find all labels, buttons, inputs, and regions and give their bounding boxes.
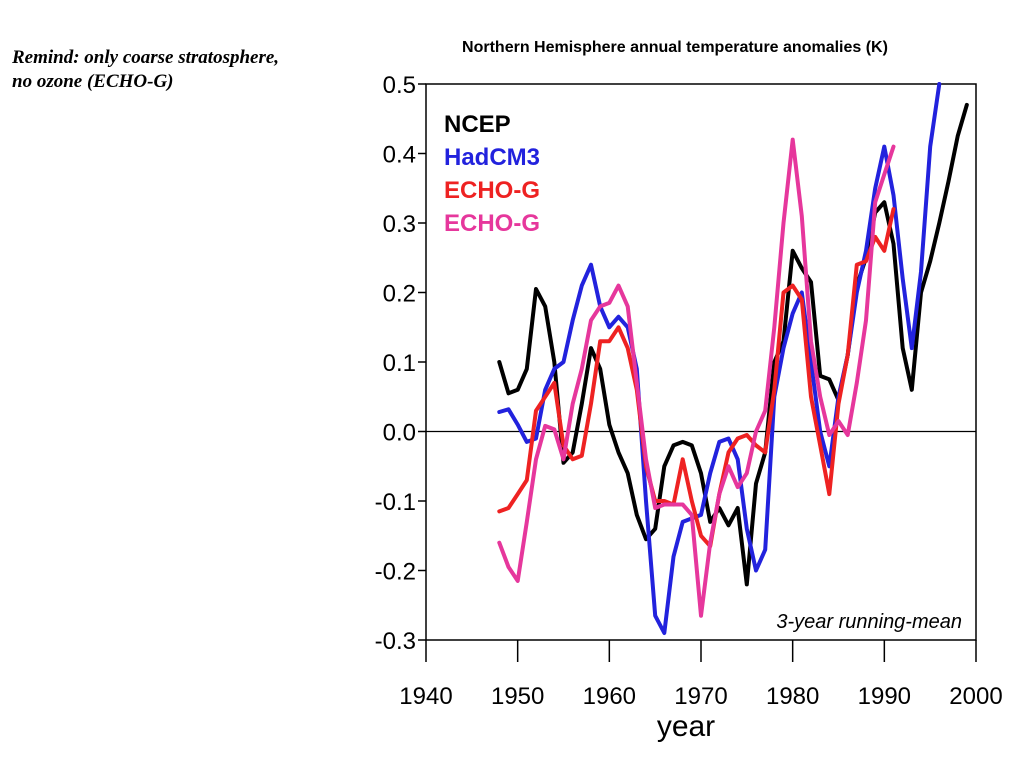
chart-annotation: 3-year running-mean	[776, 611, 962, 633]
note-line-1: Remind: only coarse stratosphere,	[12, 47, 280, 68]
y-tick-label: 0.3	[383, 211, 416, 238]
y-tick-label: 0.1	[383, 350, 416, 377]
note-line-2: no ozone (ECHO-G)	[12, 71, 174, 92]
y-tick-label: 0.4	[383, 142, 416, 169]
y-tick-label: -0.3	[375, 628, 416, 655]
series-line-hadcm3-1	[497, 82, 942, 635]
x-axis-label: year	[657, 710, 715, 743]
legend-entry: ECHO-G	[444, 177, 540, 204]
slide-note: Remind: only coarse stratosphere, no ozo…	[12, 46, 352, 94]
legend-entry: ECHO-G	[444, 210, 540, 237]
y-tick-label: -0.1	[375, 489, 416, 516]
x-tick-label: 1960	[583, 683, 636, 710]
x-tick-label: 1980	[766, 683, 819, 710]
y-tick-label: -0.2	[375, 559, 416, 586]
x-tick-label: 2000	[949, 683, 1002, 710]
series-line-ncep-0	[497, 102, 969, 587]
chart-title: Northern Hemisphere annual temperature a…	[462, 39, 888, 56]
x-tick-label: 1990	[858, 683, 911, 710]
plot-area: 0.5 0.4 0.3 0.2 0.1 0.0 -0.1 -0.2 -0.3 1940 1950 19…	[375, 72, 1003, 710]
series-line-echo-g-3	[497, 137, 896, 618]
legend-entry: HadCM3	[444, 144, 540, 171]
y-tick-label: 0.2	[383, 281, 416, 308]
x-tick-label: 1950	[491, 683, 544, 710]
x-tick-label: 1940	[399, 683, 452, 710]
x-tick-label: 1970	[674, 683, 727, 710]
series-line-echo-g-2	[497, 207, 896, 549]
legend-entry: NCEP	[444, 111, 511, 138]
y-tick-label: 0.5	[383, 72, 416, 99]
y-tick-label: 0.0	[383, 420, 416, 447]
